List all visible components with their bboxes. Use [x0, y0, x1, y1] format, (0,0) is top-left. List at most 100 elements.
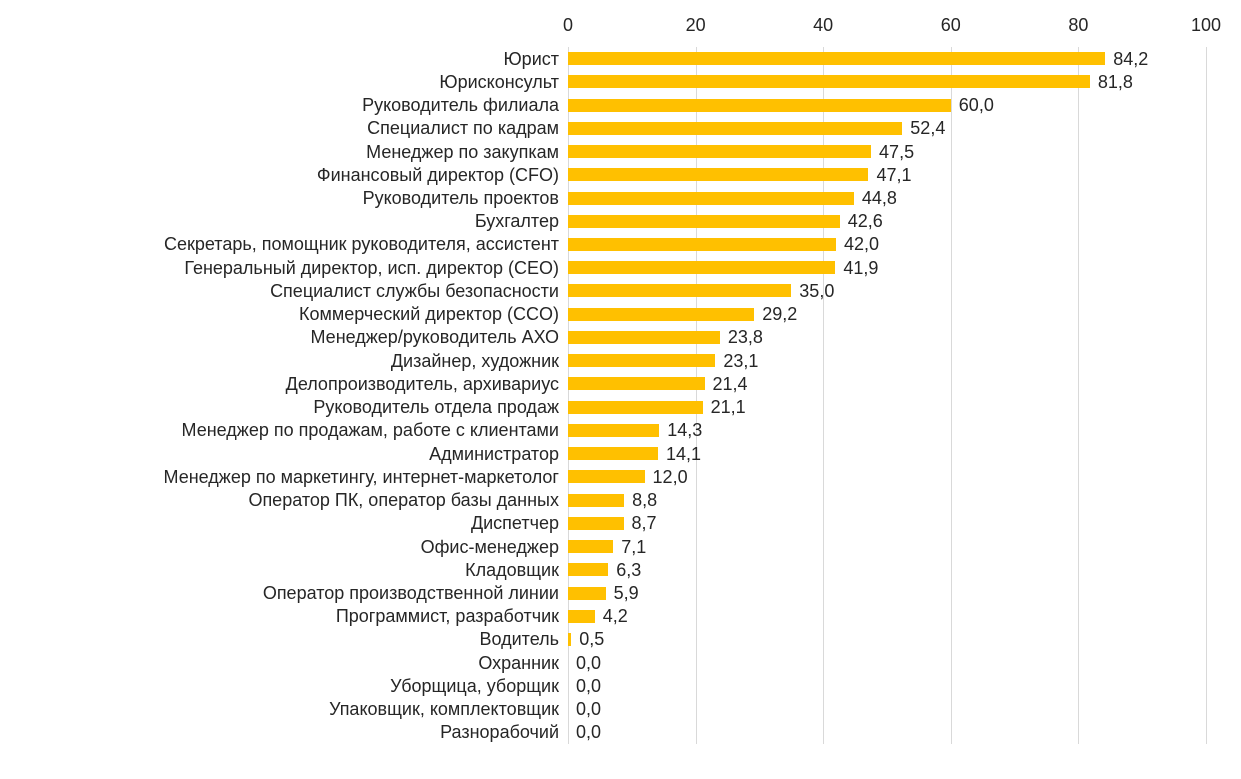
category-label: Менеджер по закупкам — [366, 141, 559, 162]
bar-zone: 0,0 — [568, 651, 1241, 674]
value-label: 14,1 — [665, 443, 701, 464]
value-label: 0,0 — [576, 675, 602, 696]
bar-row: Генеральный директор, исп. директор (CEO… — [0, 256, 1241, 279]
bar — [568, 470, 645, 484]
bar-zone: 81,8 — [568, 70, 1241, 93]
bar-row: Программист, разработчик 4,2 — [0, 605, 1241, 628]
value-label: 42,6 — [847, 211, 883, 232]
bar — [568, 284, 792, 298]
bar-row: Бухгалтер 42,6 — [0, 210, 1241, 233]
bar-zone: 23,8 — [568, 326, 1241, 349]
value-label: 44,8 — [861, 188, 897, 209]
gridline — [568, 47, 569, 744]
bar — [568, 586, 606, 600]
bar-zone: 12,0 — [568, 465, 1241, 488]
x-axis-tick-label: 40 — [813, 15, 834, 35]
category-label: Руководитель проектов — [362, 188, 559, 209]
gridline — [823, 47, 825, 744]
x-axis-tick-label: 80 — [1068, 15, 1089, 35]
category-label: Секретарь, помощник руководителя, ассист… — [163, 234, 559, 255]
bar-row: Руководитель филиала 60,0 — [0, 93, 1241, 116]
bar — [568, 493, 625, 507]
category-label: Руководитель отдела продаж — [313, 397, 559, 418]
category-label: Дизайнер, художник — [390, 350, 559, 371]
category-label: Менеджер по продажам, работе с клиентами — [181, 420, 559, 441]
bar — [568, 354, 716, 368]
x-axis-tick-label: 100 — [1190, 15, 1222, 35]
bar-row: Водитель 0,5 — [0, 628, 1241, 651]
value-label: 4,2 — [602, 606, 628, 627]
value-label: 47,1 — [876, 164, 912, 185]
value-label: 41,9 — [843, 257, 879, 278]
plot-area: Юрист 84,2 Юрисконсульт 81,8 Руководитель фи… — [0, 47, 1241, 744]
bar-row: Охранник 0,0 — [0, 651, 1241, 674]
category-label: Менеджер по маркетингу, интернет-маркето… — [163, 466, 559, 487]
category-label: Кладовщик — [465, 559, 559, 580]
bar-row: Финансовый директор (CFO) 47,1 — [0, 163, 1241, 186]
bar-row: Руководитель проектов 44,8 — [0, 186, 1241, 209]
bar-zone: 47,5 — [568, 140, 1241, 163]
bar — [568, 75, 1090, 89]
category-label: Уборщица, уборщик — [390, 675, 559, 696]
bar-row: Администратор 14,1 — [0, 442, 1241, 465]
value-label: 12,0 — [652, 466, 688, 487]
bar-row: Юрисконсульт 81,8 — [0, 70, 1241, 93]
bar-row: Разнорабочий 0,0 — [0, 721, 1241, 744]
bar-row: Менеджер по закупкам 47,5 — [0, 140, 1241, 163]
value-label: 21,1 — [710, 397, 746, 418]
value-label: 29,2 — [762, 304, 798, 325]
bar-row: Упаковщик, комплектовщик 0,0 — [0, 698, 1241, 721]
bar-zone: 8,7 — [568, 512, 1241, 535]
category-label: Коммерческий директор (CCO) — [299, 304, 559, 325]
gridline — [1206, 47, 1207, 744]
bar-zone: 7,1 — [568, 535, 1241, 558]
category-label: Руководитель филиала — [362, 95, 559, 116]
bar-row: Специалист по кадрам 52,4 — [0, 117, 1241, 140]
bar — [568, 447, 658, 461]
bar — [568, 214, 840, 228]
category-label: Специалист по кадрам — [367, 118, 559, 139]
bar-zone: 21,4 — [568, 372, 1241, 395]
value-label: 0,5 — [579, 629, 605, 650]
category-label: Диспетчер — [470, 513, 559, 534]
bar-zone: 0,0 — [568, 721, 1241, 744]
bar — [568, 52, 1106, 66]
bar — [568, 237, 836, 251]
category-label: Администратор — [429, 443, 559, 464]
bar — [568, 121, 903, 135]
bar-zone: 0,5 — [568, 628, 1241, 651]
value-label: 84,2 — [1113, 48, 1149, 69]
category-label: Делопроизводитель, архивариус — [285, 373, 559, 394]
bar-row: Делопроизводитель, архивариус 21,4 — [0, 372, 1241, 395]
value-label: 8,7 — [631, 513, 657, 534]
bar-zone: 4,2 — [568, 605, 1241, 628]
bar-zone: 35,0 — [568, 279, 1241, 302]
value-label: 23,1 — [723, 350, 759, 371]
value-label: 14,3 — [667, 420, 703, 441]
category-label: Водитель — [479, 629, 559, 650]
bar-row: Менеджер по маркетингу, интернет-маркето… — [0, 465, 1241, 488]
bar-zone: 0,0 — [568, 674, 1241, 697]
bar-zone: 42,6 — [568, 210, 1241, 233]
category-label: Упаковщик, комплектовщик — [329, 699, 559, 720]
value-label: 42,0 — [843, 234, 879, 255]
bar-zone: 29,2 — [568, 303, 1241, 326]
category-label: Оператор производственной линии — [262, 583, 559, 603]
bar-zone: 42,0 — [568, 233, 1241, 256]
bar-zone: 6,3 — [568, 558, 1241, 581]
value-label: 35,0 — [799, 280, 835, 301]
bar-zone: 8,8 — [568, 488, 1241, 511]
category-label: Юрисконсульт — [439, 71, 559, 92]
bar-zone: 41,9 — [568, 256, 1241, 279]
bar — [568, 423, 660, 437]
bar-zone: 23,1 — [568, 349, 1241, 372]
bar — [568, 330, 720, 344]
category-label: Бухгалтер — [474, 211, 559, 232]
bar — [568, 377, 705, 391]
bar-zone: 21,1 — [568, 396, 1241, 419]
value-label: 23,8 — [727, 327, 763, 348]
bar — [568, 145, 872, 159]
value-label: 0,0 — [576, 699, 602, 720]
bar-row: Диспетчер 8,7 — [0, 512, 1241, 535]
